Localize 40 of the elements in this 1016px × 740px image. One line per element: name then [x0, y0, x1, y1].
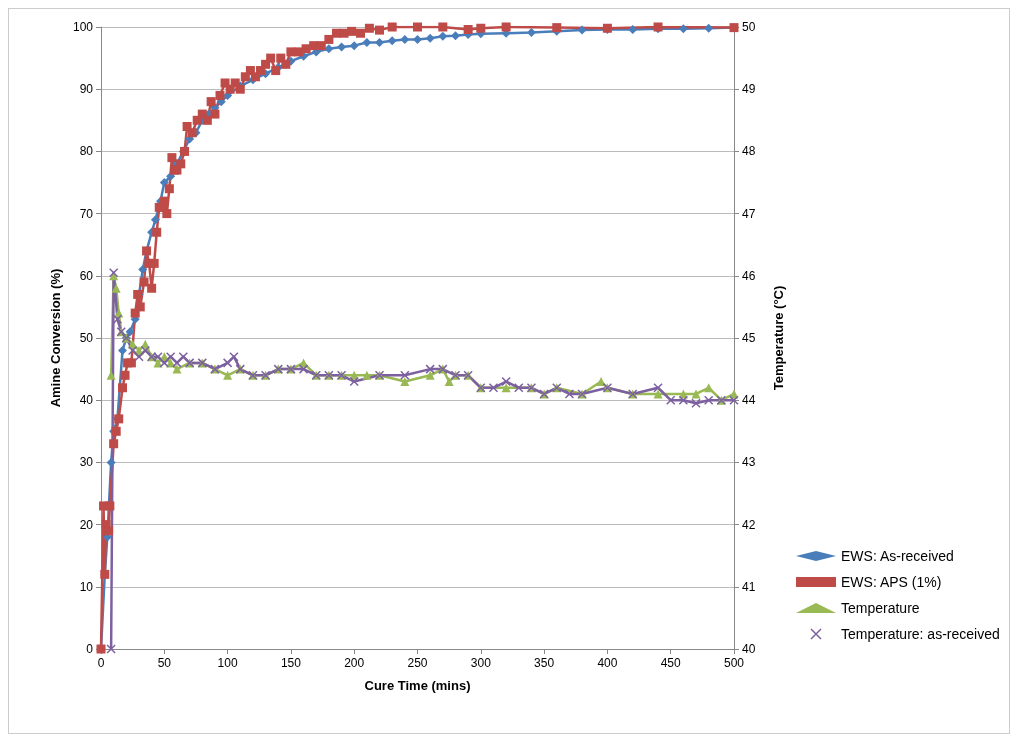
legend-label: Temperature: as-received	[841, 626, 1000, 642]
y-tick-label: 100	[72, 20, 94, 34]
x-tick-label: 150	[280, 656, 302, 670]
legend-label: EWS: As-received	[841, 548, 954, 564]
y2-tick-label: 43	[742, 455, 756, 470]
y-tick-label: 50	[79, 331, 94, 345]
y-tick-label: 30	[79, 455, 94, 470]
legend-label: Temperature	[841, 600, 920, 616]
x-tick-label: 350	[534, 656, 555, 670]
y-tick-label: 90	[79, 82, 94, 97]
y2-tick-label: 50	[742, 20, 756, 34]
y-axis-title: Amine Conversion (%)	[48, 268, 64, 408]
y2-tick-label: 45	[742, 331, 756, 345]
legend-label: EWS: APS (1%)	[841, 574, 942, 590]
x-tick-label: 100	[217, 656, 238, 670]
y-tick-label: 10	[79, 579, 94, 594]
y2-tick-label: 48	[742, 144, 756, 159]
y2-axis-title: Temperature (°C)	[771, 285, 786, 391]
y-tick-label: 40	[79, 393, 94, 408]
x-tick-label: 300	[470, 656, 492, 670]
x-tick-label: 200	[344, 656, 365, 670]
y2-tick-label: 46	[742, 268, 756, 283]
x-tick-label: 400	[597, 656, 618, 670]
x-tick-label: 250	[407, 656, 428, 670]
y2-tick-label: 47	[742, 206, 756, 221]
x-tick-label: 50	[157, 656, 172, 670]
y-tick-label: 60	[79, 268, 94, 283]
y2-tick-label: 44	[742, 393, 756, 408]
y2-tick-label: 41	[742, 579, 756, 594]
y-tick-label: 70	[79, 206, 94, 221]
y-tick-label: 0	[86, 642, 94, 656]
x-tick-label: 0	[97, 656, 105, 670]
y-tick-label: 80	[79, 144, 94, 159]
x-tick-label: 500	[723, 656, 745, 670]
y-tick-label: 20	[79, 517, 94, 532]
y2-tick-label: 42	[742, 517, 756, 532]
y2-tick-label: 40	[742, 642, 756, 656]
y2-tick-label: 49	[742, 82, 756, 97]
x-axis-title: Cure Time (mins)	[364, 678, 471, 693]
x-tick-label: 450	[660, 656, 682, 670]
